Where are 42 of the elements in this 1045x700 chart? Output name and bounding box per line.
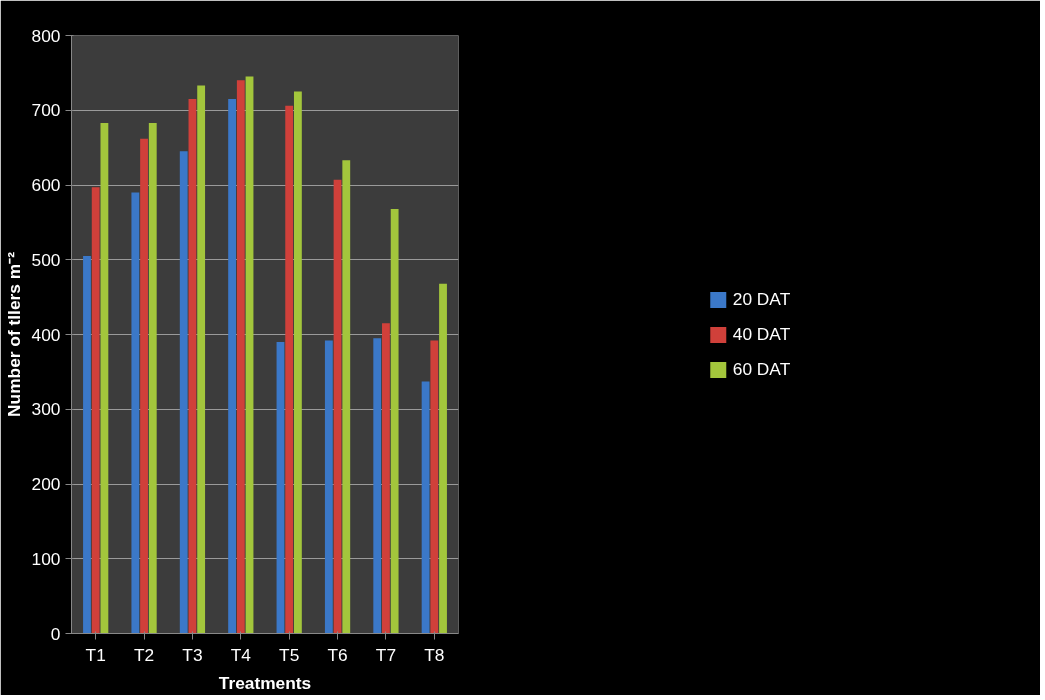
bar (197, 85, 206, 634)
y-tick-label: 0 (50, 623, 61, 644)
x-axis-title: Treatments (218, 672, 312, 693)
legend-label: 20 DAT (732, 288, 791, 310)
legend-label: 40 DAT (732, 323, 791, 345)
x-tick-label: T5 (279, 644, 300, 665)
y-tick-label: 100 (31, 548, 61, 569)
bar (324, 340, 333, 634)
y-tick-label: 400 (31, 324, 61, 345)
bar (430, 340, 439, 634)
x-tick-label: T7 (375, 644, 397, 665)
bar (293, 91, 302, 634)
bar (140, 138, 148, 634)
bar (148, 122, 157, 634)
x-tick-label: T1 (85, 644, 106, 665)
bar (285, 105, 294, 634)
bar (83, 256, 91, 634)
y-axis-title: Number of tllers m⁻² (3, 251, 24, 417)
x-tick-label: T8 (424, 644, 445, 665)
bar (236, 80, 245, 634)
bar (382, 323, 390, 634)
x-tick-label: T6 (327, 644, 348, 665)
bar (131, 192, 140, 634)
x-tick-label: T2 (133, 644, 155, 665)
bar (390, 208, 399, 634)
x-tick-label: T3 (182, 644, 203, 665)
x-tick-label: T4 (230, 644, 252, 665)
y-tick-label: 700 (31, 100, 61, 121)
bar (373, 338, 382, 634)
y-tick-label: 300 (31, 399, 61, 420)
bar (100, 122, 109, 634)
bar (421, 381, 430, 634)
bar (228, 99, 237, 634)
y-tick-label: 500 (31, 249, 61, 270)
bar (91, 187, 100, 634)
y-tick-label: 200 (31, 474, 61, 494)
legend-label: 60 DAT (732, 358, 791, 380)
bar (179, 151, 188, 634)
y-tick-label: 600 (31, 175, 61, 195)
y-tick-label: 800 (31, 25, 61, 46)
bar (439, 283, 447, 634)
bar (342, 160, 351, 634)
